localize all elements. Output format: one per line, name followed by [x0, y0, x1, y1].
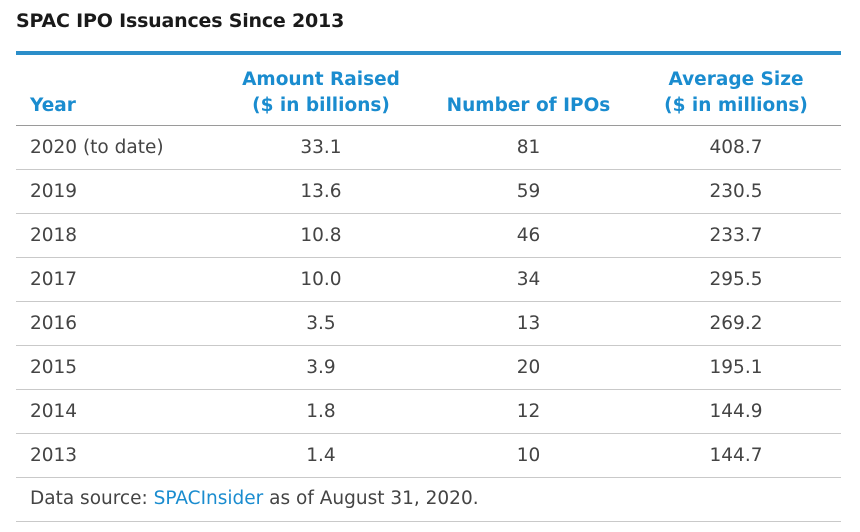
cell-amount: 33.1 — [216, 125, 426, 170]
cell-ipos: 12 — [426, 389, 631, 434]
cell-ipos: 59 — [426, 169, 631, 214]
table-row: 2018 10.8 46 233.7 — [16, 213, 841, 258]
source-suffix: as of August 31, 2020. — [263, 488, 479, 509]
cell-ipos: 20 — [426, 345, 631, 390]
column-header-amount: Amount Raised ($ in billions) — [216, 55, 426, 126]
cell-avg: 144.9 — [631, 389, 841, 434]
source-prefix: Data source: — [30, 488, 154, 509]
data-source-note: Data source: SPACInsider as of August 31… — [30, 488, 479, 509]
table-row: 2017 10.0 34 295.5 — [16, 257, 841, 302]
table-row: 2020 (to date) 33.1 81 408.7 — [16, 125, 841, 170]
table-row: 2016 3.5 13 269.2 — [16, 301, 841, 346]
column-header-line1: Amount Raised — [242, 68, 400, 90]
cell-amount: 13.6 — [216, 169, 426, 214]
column-header-year: Year — [16, 55, 216, 126]
column-header-ipos: Number of IPOs — [426, 55, 631, 126]
cell-ipos: 10 — [426, 433, 631, 478]
cell-avg: 408.7 — [631, 125, 841, 170]
cell-avg: 233.7 — [631, 213, 841, 258]
cell-amount: 3.9 — [216, 345, 426, 390]
table-row: 2013 1.4 10 144.7 — [16, 433, 841, 478]
cell-ipos: 34 — [426, 257, 631, 302]
spac-table: Year Amount Raised ($ in billions) Numbe… — [16, 55, 841, 478]
cell-year: 2015 — [16, 345, 216, 390]
header-rule — [16, 51, 841, 55]
table-row: 2015 3.9 20 195.1 — [16, 345, 841, 390]
cell-year: 2016 — [16, 301, 216, 346]
column-header-line2: Number of IPOs — [446, 94, 611, 116]
cell-ipos: 81 — [426, 125, 631, 170]
column-header-line1: Average Size — [668, 68, 804, 90]
table-row: 2014 1.8 12 144.9 — [16, 389, 841, 434]
cell-year: 2018 — [16, 213, 216, 258]
cell-avg: 195.1 — [631, 345, 841, 390]
column-header-line2: Year — [30, 94, 76, 116]
column-header-line2: ($ in billions) — [252, 94, 390, 116]
source-link[interactable]: SPACInsider — [153, 488, 264, 509]
cell-avg: 269.2 — [631, 301, 841, 346]
cell-year: 2019 — [16, 169, 216, 214]
column-header-avg: Average Size ($ in millions) — [631, 55, 841, 126]
cell-avg: 144.7 — [631, 433, 841, 478]
column-header-line2: ($ in millions) — [664, 94, 808, 116]
cell-avg: 295.5 — [631, 257, 841, 302]
cell-amount: 10.8 — [216, 213, 426, 258]
cell-ipos: 13 — [426, 301, 631, 346]
cell-amount: 1.8 — [216, 389, 426, 434]
table-row: 2019 13.6 59 230.5 — [16, 169, 841, 214]
cell-year: 2013 — [16, 433, 216, 478]
cell-avg: 230.5 — [631, 169, 841, 214]
footer-rule — [16, 521, 841, 522]
cell-amount: 3.5 — [216, 301, 426, 346]
cell-ipos: 46 — [426, 213, 631, 258]
cell-amount: 10.0 — [216, 257, 426, 302]
cell-amount: 1.4 — [216, 433, 426, 478]
cell-year: 2017 — [16, 257, 216, 302]
cell-year: 2014 — [16, 389, 216, 434]
table-title: SPAC IPO Issuances Since 2013 — [16, 10, 345, 32]
header-row: Year Amount Raised ($ in billions) Numbe… — [16, 55, 841, 126]
cell-year: 2020 (to date) — [16, 125, 216, 170]
